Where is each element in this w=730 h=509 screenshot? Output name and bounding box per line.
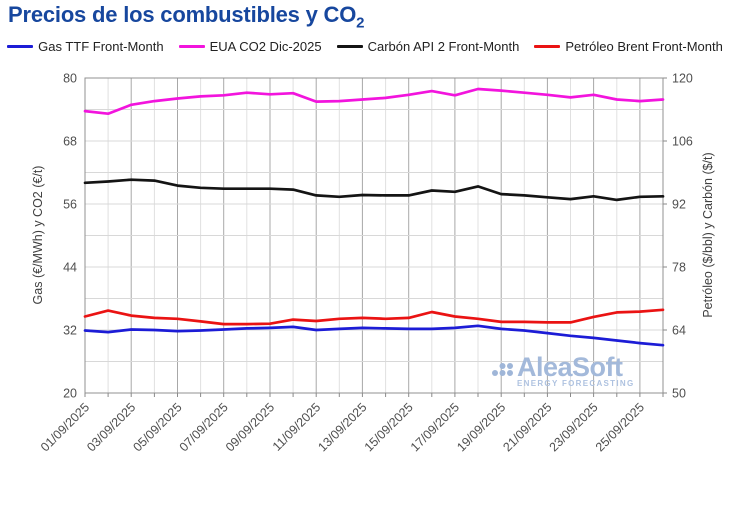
x-tick-label: 09/09/2025	[223, 400, 277, 454]
y-right-tick-label: 92	[672, 198, 686, 212]
watermark: AleaSoft ENERGY FORECASTING	[491, 352, 635, 388]
y-right-tick-label: 50	[672, 387, 686, 401]
series-petr-leo-brent-front-month	[83, 308, 665, 326]
series-carb-n-api-2-front-month	[83, 178, 665, 202]
x-tick-label: 01/09/2025	[38, 400, 92, 454]
legend-swatch	[534, 45, 561, 48]
series-eua-co2-dic-2025	[83, 87, 665, 116]
y-left-tick-label: 56	[63, 198, 77, 212]
legend-swatch	[336, 45, 363, 48]
x-tick-label: 23/09/2025	[547, 400, 601, 454]
chart-title: Precios de los combustibles y CO2	[8, 2, 365, 32]
x-tick-label: 25/09/2025	[593, 400, 647, 454]
y-left-tick-label: 68	[63, 135, 77, 149]
x-tick-label: 19/09/2025	[454, 400, 508, 454]
y-right-tick-label: 106	[672, 135, 693, 149]
x-tick-label: 13/09/2025	[315, 400, 369, 454]
x-tick-label: 03/09/2025	[84, 400, 138, 454]
watermark-tagline: ENERGY FORECASTING	[517, 379, 635, 388]
right-axis-title: Petróleo ($/bbl) y Carbón ($/t)	[701, 152, 715, 318]
legend-label: Carbón API 2 Front-Month	[367, 39, 520, 54]
x-tick-label: 21/09/2025	[500, 400, 554, 454]
y-left-tick-label: 32	[63, 324, 77, 338]
legend-swatch	[7, 45, 34, 48]
legend-label: Petróleo Brent Front-Month	[565, 39, 723, 54]
x-tick-label: 15/09/2025	[362, 400, 416, 454]
y-right-tick-label: 120	[672, 72, 693, 86]
legend-item-2: Carbón API 2 Front-Month	[336, 39, 520, 54]
y-left-tick-label: 44	[63, 261, 77, 275]
y-right-tick-label: 64	[672, 324, 686, 338]
chart-title-text: Precios de los combustibles y CO	[8, 2, 357, 27]
legend-item-0: Gas TTF Front-Month	[7, 39, 164, 54]
legend-swatch	[178, 45, 205, 48]
plot-border	[84, 77, 664, 394]
aleasoft-logo-icon	[492, 363, 513, 376]
x-tick-label: 07/09/2025	[177, 400, 231, 454]
x-tick-label: 05/09/2025	[130, 400, 184, 454]
x-tick-label: 17/09/2025	[408, 400, 462, 454]
y-left-tick-label: 80	[63, 72, 77, 86]
watermark-name: AleaSoft	[517, 352, 623, 382]
legend-label: Gas TTF Front-Month	[38, 39, 164, 54]
left-axis-title: Gas (€/MWh) y CO2 (€/t)	[31, 165, 45, 305]
y-right-tick-label: 78	[672, 261, 686, 275]
legend-item-3: Petróleo Brent Front-Month	[534, 39, 723, 54]
series-gas-ttf-front-month	[83, 324, 665, 347]
y-left-tick-label: 20	[63, 387, 77, 401]
legend-item-1: EUA CO2 Dic-2025	[178, 39, 322, 54]
watermark-text: AleaSoft ENERGY FORECASTING	[517, 352, 635, 388]
chart-legend: Gas TTF Front-Month EUA CO2 Dic-2025 Carbó…	[0, 39, 730, 54]
chart-title-subscript: 2	[356, 14, 365, 32]
legend-label: EUA CO2 Dic-2025	[209, 39, 322, 54]
